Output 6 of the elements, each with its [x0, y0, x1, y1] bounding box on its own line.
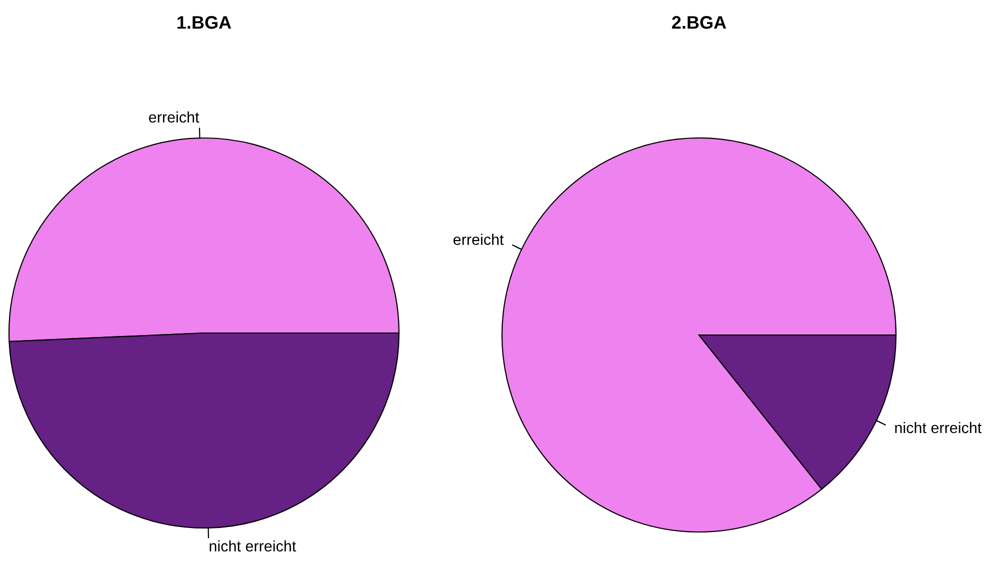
- chart-title: 1.BGA: [178, 16, 232, 29]
- slice-label: erreicht: [148, 111, 200, 123]
- slice-label: nicht erreicht: [895, 422, 982, 434]
- chart-title: 2.BGA: [672, 16, 726, 29]
- slice-label: nicht erreicht: [210, 540, 296, 552]
- slice-label: erreicht: [454, 234, 504, 245]
